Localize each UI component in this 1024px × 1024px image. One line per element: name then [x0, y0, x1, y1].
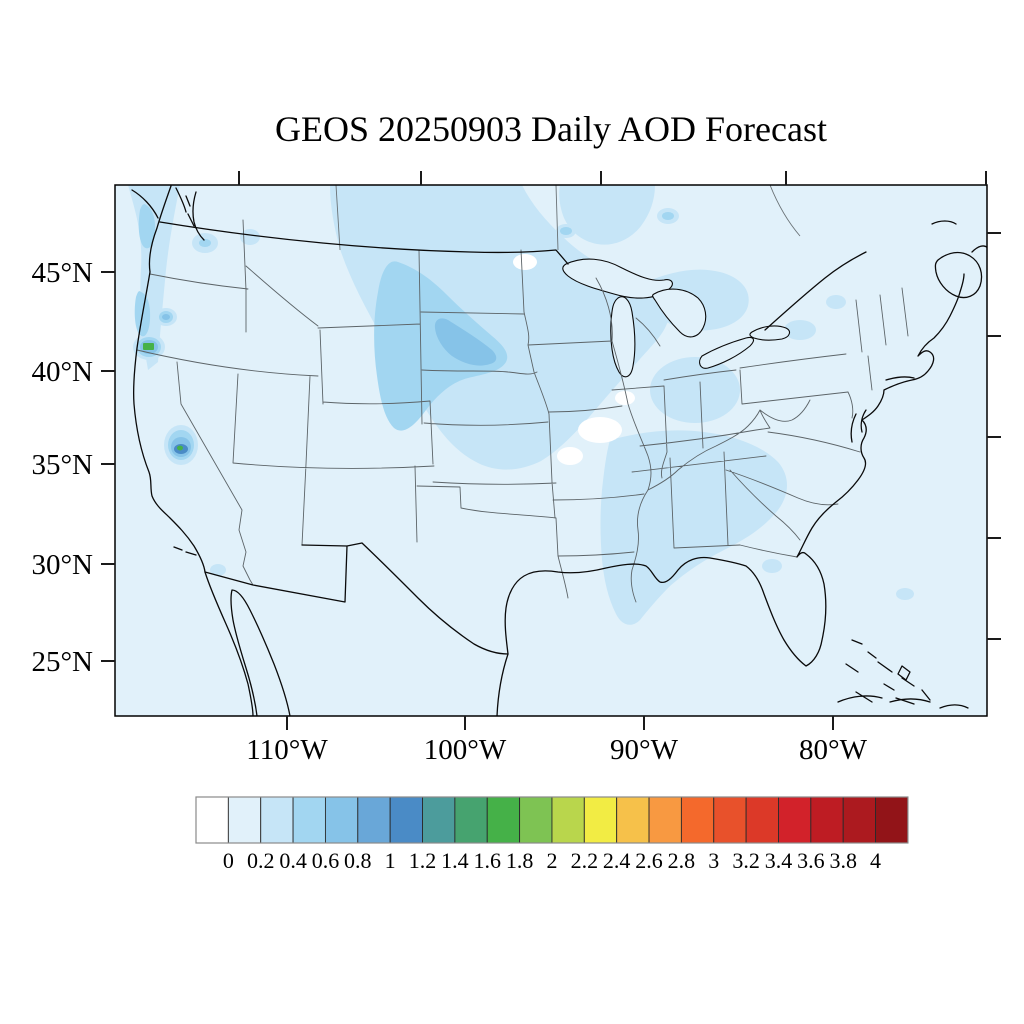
axis-layer: 45°N 40°N 35°N 30°N 25°N 110°W 100°W 90°W 80°W	[31, 171, 1001, 766]
aod-shading-level2	[128, 185, 914, 625]
colorbar-tick-label: 2	[546, 848, 557, 873]
lat-tick-label: 25°N	[31, 646, 93, 678]
figure-title: GEOS 20250903 Daily AOD Forecast	[275, 109, 827, 149]
colorbar-cell-12	[583, 796, 618, 844]
colorbar-cell-7	[422, 796, 456, 844]
colorbar-tick-label: 2.8	[668, 848, 696, 873]
colorbar-tick-label: 0.4	[279, 848, 307, 873]
colorbar-cell-11	[551, 796, 585, 844]
colorbar-cell-21	[875, 796, 909, 844]
lon-tick-label: 100°W	[424, 734, 507, 766]
colorbar-tick-label: 0.6	[312, 848, 340, 873]
colorbar-tick-label: 2.6	[635, 848, 663, 873]
colorbar-cell-17	[745, 796, 779, 844]
colorbar-cell-5	[357, 796, 391, 844]
colorbar-cell-3	[292, 796, 326, 844]
map-frame	[114, 184, 988, 717]
colorbar-tick-label: 3.2	[732, 848, 760, 873]
lat-tick-label: 30°N	[31, 549, 93, 581]
colorbar-cell-9	[486, 796, 521, 844]
california-hotspot-green-core	[177, 445, 183, 451]
mexico-border-rio-grande	[204, 542, 509, 655]
colorbar-cell-1	[227, 796, 262, 844]
colorbar-outline	[195, 796, 909, 844]
colorbar-cell-20	[842, 796, 877, 844]
lat-tick-label: 45°N	[31, 257, 93, 289]
colorbar-cell-0	[195, 796, 229, 844]
colorbar-tick-label: 1.6	[473, 848, 501, 873]
great-lakes	[562, 258, 791, 378]
colorbar-tick-label: 3	[708, 848, 719, 873]
colorbar-cell-16	[713, 796, 747, 844]
lat-tick-label: 35°N	[31, 449, 93, 481]
colorbar-tick-label: 4	[870, 848, 881, 873]
bahamas-cuba-islands	[837, 639, 969, 709]
colorbar-tick-label: 1	[385, 848, 396, 873]
colorbar-tick-label: 3.6	[797, 848, 825, 873]
lat-tick-label: 40°N	[31, 356, 93, 388]
colorbar-tick-label: 3.8	[829, 848, 857, 873]
lon-tick-label: 90°W	[610, 734, 679, 766]
colorbar-cell-13	[616, 796, 650, 844]
canada-province-borders	[335, 185, 801, 251]
colorbar-cell-14	[648, 796, 682, 844]
us-canada-border	[159, 221, 867, 331]
gulf-atlantic-coastline	[496, 273, 965, 716]
aod-hotspots	[143, 343, 188, 454]
lon-tick-label: 80°W	[799, 734, 868, 766]
colorbar: 0 0.2 0.4 0.6 0.8 1 1.2 1.4 1.6 1.8 2 2.2 2.4 2.6 2.8 3…	[195, 796, 909, 873]
colorbar-tick-label: 0	[223, 848, 234, 873]
colorbar-cell-2	[260, 796, 294, 844]
colorbar-tick-label: 2.2	[571, 848, 599, 873]
colorbar-cell-15	[680, 796, 715, 844]
colorbar-cell-10	[519, 796, 553, 844]
colorbar-tick-label: 0.2	[247, 848, 275, 873]
pacific-coastline	[131, 185, 291, 716]
lon-tick-label: 110°W	[246, 734, 328, 766]
colorbar-cell-4	[324, 796, 359, 844]
colorbar-cell-19	[810, 796, 844, 844]
colorbar-tick-label: 1.4	[441, 848, 469, 873]
lake-huron	[652, 288, 707, 338]
colorbar-tick-label: 0.8	[344, 848, 372, 873]
lake-ontario	[749, 325, 791, 341]
map-content	[115, 185, 987, 716]
colorbar-tick-label: 2.4	[603, 848, 631, 873]
oregon-border-green-spot	[143, 343, 154, 350]
colorbar-tick-label: 1.2	[409, 848, 437, 873]
colorbar-tick-label: 3.4	[765, 848, 793, 873]
colorbar-cell-18	[778, 796, 812, 844]
colorbar-cell-6	[389, 796, 423, 844]
colorbar-cell-8	[454, 796, 488, 844]
state-borders	[136, 219, 909, 603]
colorbar-tick-label: 1.8	[506, 848, 534, 873]
aod-shading-white-pockets	[513, 254, 635, 465]
lake-erie	[699, 336, 755, 369]
